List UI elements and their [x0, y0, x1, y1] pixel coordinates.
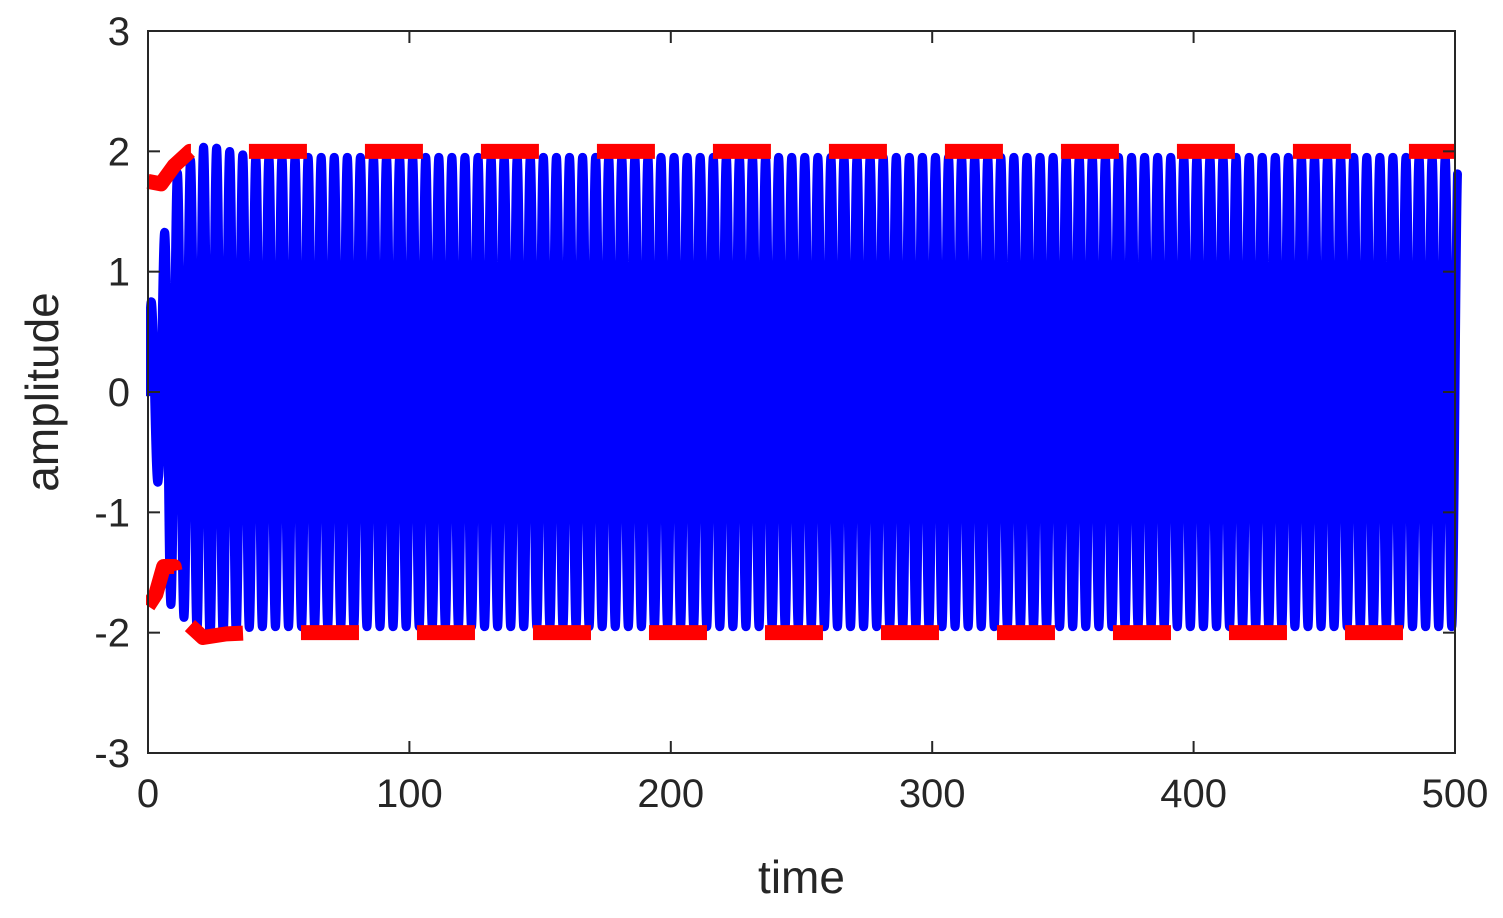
x-axis-label: time	[758, 851, 845, 903]
y-tick-label: 0	[108, 371, 130, 415]
series-layer	[146, 142, 1462, 645]
x-tick-label: 100	[376, 772, 443, 816]
x-tick-label: 0	[137, 772, 159, 816]
x-tick-label: 500	[1422, 772, 1489, 816]
x-tick-label: 200	[637, 772, 704, 816]
y-tick-label: 1	[108, 251, 130, 295]
upper-envelope-line	[146, 143, 1455, 192]
y-tick-label: 3	[108, 10, 130, 54]
y-tick-label: 2	[108, 130, 130, 174]
y-tick-label: -1	[94, 491, 130, 535]
oscillation-series-line	[146, 142, 1462, 643]
x-tick-label: 300	[899, 772, 966, 816]
lower-envelope-line	[146, 558, 1455, 645]
y-tick-label: -3	[94, 732, 130, 776]
x-tick-label: 400	[1160, 772, 1227, 816]
y-axis-label: amplitude	[16, 292, 68, 491]
y-tick-label: -2	[94, 612, 130, 656]
ticks-layer: 0 100 200 300 400 500 -3 -2 -1 0 1 2 3	[94, 10, 1488, 816]
